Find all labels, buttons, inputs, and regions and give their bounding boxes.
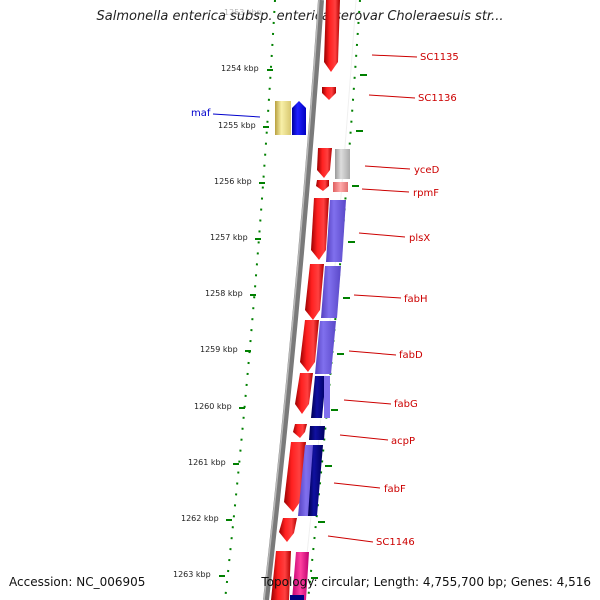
gene-feature[interactable]	[311, 198, 329, 260]
tick-labels: 1253 kbp 1254 kbp 1255 kbp 1256 kbp 1257…	[173, 8, 262, 579]
maf-feature-group[interactable]	[275, 101, 306, 135]
tick-label: 1263 kbp	[173, 570, 211, 579]
label-leaders	[212, 54, 418, 543]
gene-feature[interactable]	[324, 0, 340, 72]
tick-label: 1257 kbp	[210, 233, 248, 242]
gene-feature[interactable]	[322, 87, 336, 100]
gene-label-yced: yceD	[414, 165, 440, 176]
navy-feature[interactable]	[290, 595, 304, 600]
gene-label-rpmf: rpmF	[413, 188, 439, 199]
navy-feature[interactable]	[311, 376, 326, 418]
gene-label-sc1136: SC1136	[418, 93, 457, 104]
gene-feature[interactable]	[293, 424, 307, 438]
pink-feature[interactable]	[333, 182, 348, 192]
gene-feature[interactable]	[279, 518, 297, 542]
right-ticks	[311, 74, 367, 579]
grey-feature[interactable]	[335, 149, 350, 179]
feature-track-outer[interactable]	[290, 149, 350, 600]
purple-feature[interactable]	[321, 266, 341, 318]
tick-label: 1253 kbp	[224, 8, 262, 17]
gene-label-fabf: fabF	[384, 484, 406, 495]
tick-label: 1262 kbp	[181, 514, 219, 523]
gene-feature[interactable]	[271, 551, 291, 600]
gene-feature[interactable]	[317, 148, 332, 178]
tick-label: 1254 kbp	[221, 64, 259, 73]
purple-feature[interactable]	[324, 376, 330, 418]
gene-label-fabd: fabD	[399, 350, 423, 361]
gene-labels: SC1135 SC1136 maf yceD rpmF plsX fabH fa…	[191, 52, 459, 548]
gene-label-maf: maf	[191, 108, 211, 119]
tick-label: 1260 kbp	[194, 402, 232, 411]
gene-label-acpp: acpP	[391, 436, 415, 447]
navy-feature[interactable]	[309, 426, 325, 440]
tick-label: 1256 kbp	[214, 177, 252, 186]
major-ticks	[219, 69, 273, 577]
gene-feature[interactable]	[305, 264, 324, 320]
gene-label-fabh: fabH	[404, 294, 428, 305]
gene-feature[interactable]	[300, 320, 319, 372]
accession-text: Accession: NC_006905	[9, 575, 146, 589]
tick-label: 1261 kbp	[188, 458, 226, 467]
navy-feature[interactable]	[308, 445, 323, 516]
gene-label-plsx: plsX	[409, 233, 430, 244]
gene-label-sc1146: SC1146	[376, 537, 415, 548]
tick-label: 1259 kbp	[200, 345, 238, 354]
map-title: Salmonella enterica subsp. enterica sero…	[96, 9, 504, 24]
genome-summary-text: Topology: circular; Length: 4,755,700 bp…	[261, 575, 591, 589]
magenta-feature[interactable]	[292, 552, 309, 600]
maf-yellow-feature[interactable]	[275, 101, 291, 135]
gene-label-sc1135: SC1135	[420, 52, 459, 63]
maf-blue-feature[interactable]	[292, 101, 306, 135]
gene-feature[interactable]	[295, 373, 313, 414]
purple-feature[interactable]	[326, 200, 346, 262]
tick-label: 1255 kbp	[218, 121, 256, 130]
gene-feature[interactable]	[316, 180, 329, 191]
gene-label-fabg: fabG	[394, 399, 418, 410]
tick-label: 1258 kbp	[205, 289, 243, 298]
purple-feature[interactable]	[315, 321, 336, 374]
